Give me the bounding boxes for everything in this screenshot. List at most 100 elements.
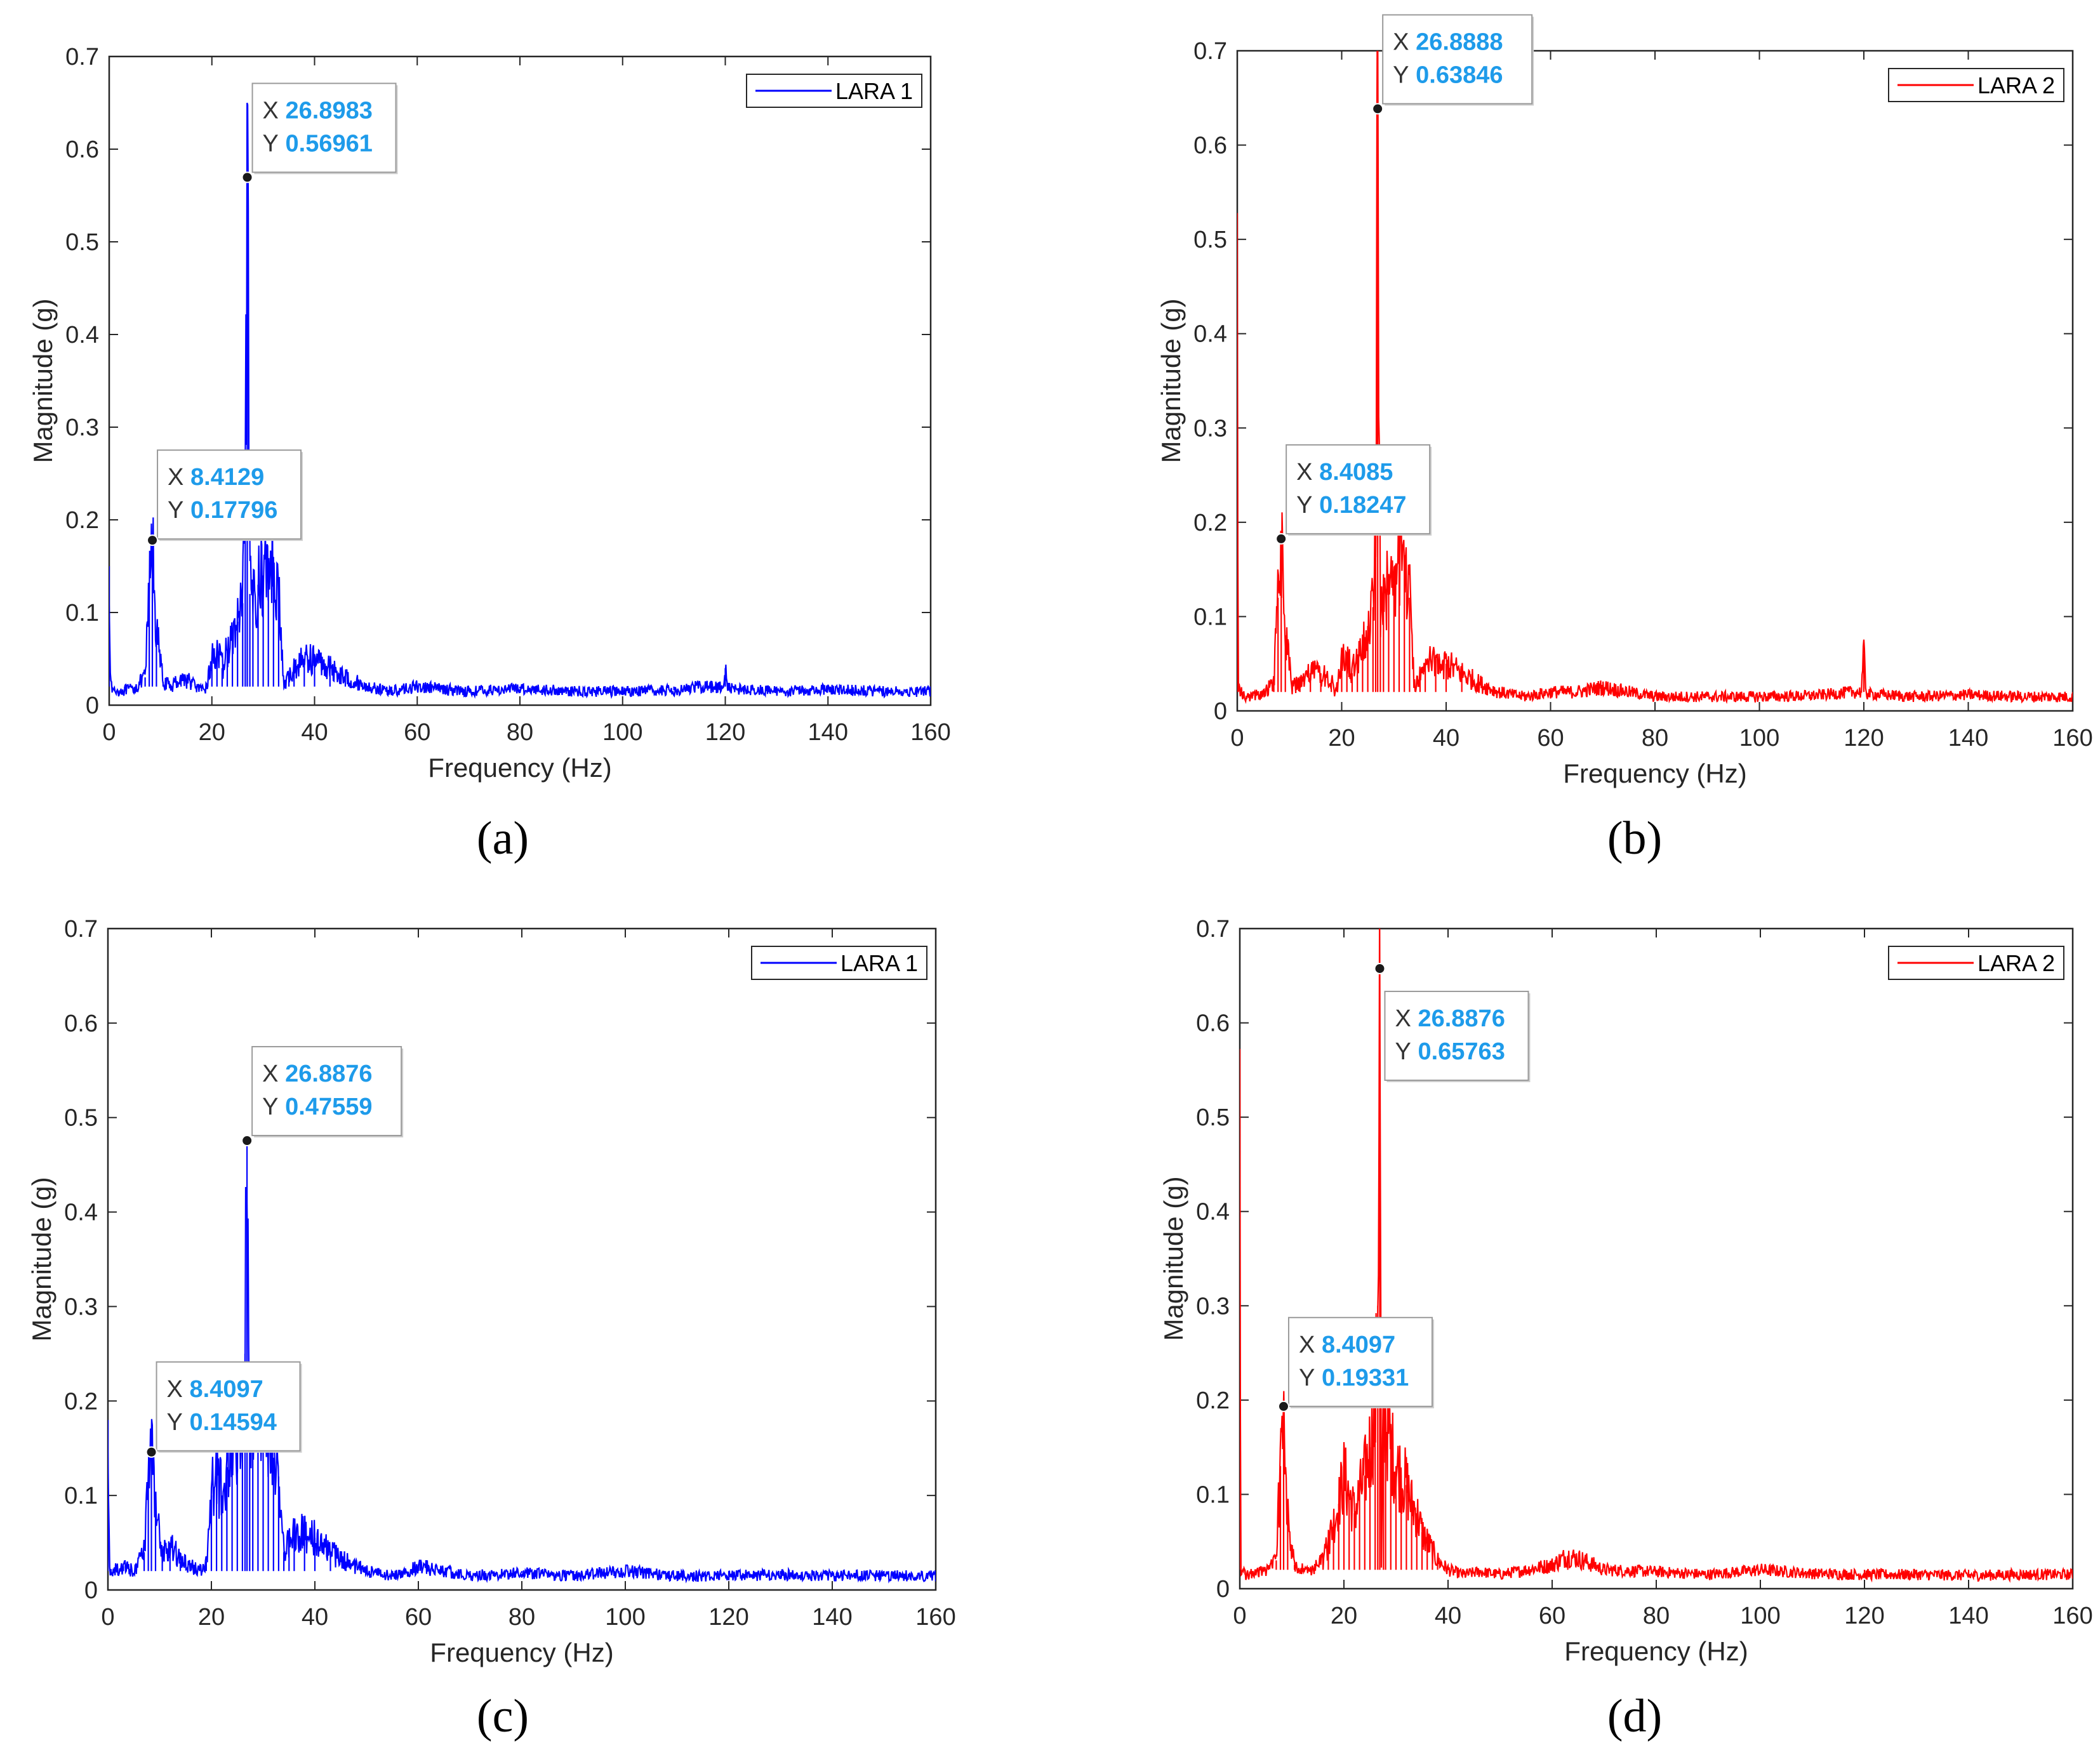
datatip-y-key: Y xyxy=(1393,62,1409,88)
datatip-y-key: Y xyxy=(167,1409,183,1436)
datatip-box xyxy=(1382,14,1533,105)
y-axis-label: Magnitude (g) xyxy=(1159,1176,1188,1341)
datatip-box xyxy=(1384,990,1529,1081)
datatip-x-key: X xyxy=(1395,1005,1411,1032)
datatip-x-value: 8.4085 xyxy=(1319,459,1393,486)
x-tick-label: 60 xyxy=(405,1604,432,1631)
datatip-x-key: X xyxy=(1296,459,1312,486)
x-tick-label: 60 xyxy=(404,719,430,746)
datatip-y-value: 0.18247 xyxy=(1319,492,1406,519)
datatip-x-key: X xyxy=(263,97,279,124)
series-line-lara-2 xyxy=(1240,929,2073,1583)
y-tick-label: 0.1 xyxy=(65,600,99,626)
y-tick-label: 0.1 xyxy=(1196,1481,1230,1508)
x-tick-label: 100 xyxy=(605,1604,645,1631)
x-tick-label: 120 xyxy=(705,719,745,746)
datatip-y-value: 0.14594 xyxy=(190,1409,277,1436)
y-tick-label: 0.6 xyxy=(1196,1010,1230,1037)
legend-label: LARA 1 xyxy=(841,950,918,976)
legend: LARA 1 xyxy=(746,74,922,108)
legend: LARA 2 xyxy=(1888,946,2064,980)
y-tick-label: 0.7 xyxy=(65,44,99,70)
x-tick-label: 0 xyxy=(1230,725,1244,752)
datatip-x-key: X xyxy=(1299,1332,1315,1358)
y-tick-label: 0.6 xyxy=(64,1010,98,1037)
datatip-box xyxy=(251,1046,402,1137)
datatip: X 8.4097 Y 0.14594 xyxy=(145,1361,302,1458)
datatip-marker xyxy=(1277,1400,1289,1412)
y-tick-label: 0.4 xyxy=(1193,321,1227,348)
plot-area xyxy=(1236,50,2074,712)
panel-label-d: (d) xyxy=(1607,1690,1662,1742)
y-tick-label: 0.7 xyxy=(1196,916,1230,943)
datatip-box xyxy=(157,449,302,540)
y-tick-label: 0.5 xyxy=(1196,1104,1230,1131)
datatip: X 8.4097 Y 0.19331 xyxy=(1277,1316,1434,1412)
datatip-y-value: 0.63846 xyxy=(1416,62,1503,88)
datatip-x-value: 26.8876 xyxy=(285,1061,372,1087)
y-tick-label: 0.2 xyxy=(1196,1387,1230,1414)
datatip: X 8.4129 Y 0.17796 xyxy=(147,449,303,546)
datatip-y-key: Y xyxy=(1296,492,1312,519)
panel-label-b: (b) xyxy=(1607,812,1662,864)
datatip: X 26.8876 Y 0.65763 xyxy=(1374,962,1531,1082)
y-tick-label: 0.3 xyxy=(65,414,99,441)
y-tick-label: 0.5 xyxy=(1193,227,1227,253)
y-tick-label: 0.1 xyxy=(64,1483,98,1509)
x-tick-label: 120 xyxy=(1844,1603,1884,1629)
chart-panel-a: 0 20 40 60 80 100 120 140 160 0 0.1 0.2 0.3 0.4 0.5 0.6… xyxy=(28,44,951,783)
y-tick-label: 0.4 xyxy=(1196,1199,1230,1226)
y-tick-label: 0.6 xyxy=(65,136,99,163)
datatip-y-value: 0.65763 xyxy=(1418,1038,1505,1065)
x-tick-label: 160 xyxy=(2052,1603,2092,1629)
x-tick-label: 40 xyxy=(1435,1603,1461,1629)
x-tick-label: 140 xyxy=(812,1604,852,1631)
y-tick-label: 0.1 xyxy=(1193,604,1227,630)
x-tick-label: 140 xyxy=(1948,725,1988,752)
plot-area xyxy=(108,55,932,706)
y-tick-label: 0.3 xyxy=(64,1294,98,1320)
datatip-x-value: 8.4129 xyxy=(190,464,264,491)
datatip-y-key: Y xyxy=(168,497,183,524)
x-axis-label: Frequency (Hz) xyxy=(1564,1636,1748,1666)
x-tick-label: 160 xyxy=(2052,725,2092,752)
datatip-x-key: X xyxy=(167,1376,183,1403)
datatip-y-value: 0.17796 xyxy=(190,497,277,524)
y-tick-label: 0.5 xyxy=(64,1105,98,1132)
x-tick-label: 40 xyxy=(301,719,328,746)
x-tick-label: 100 xyxy=(1740,1603,1780,1629)
y-tick-label: 0 xyxy=(1214,698,1227,725)
datatip-box xyxy=(1286,444,1431,534)
chart-panel-c: 0 20 40 60 80 100 120 140 160 0 0.1 0.2 0.3 0.4 0.5 0.6… xyxy=(27,916,956,1667)
panel-label-c: (c) xyxy=(477,1690,529,1742)
x-tick-label: 0 xyxy=(101,1604,114,1631)
x-tick-label: 160 xyxy=(910,719,950,746)
x-tick-label: 0 xyxy=(102,719,116,746)
datatip-y-key: Y xyxy=(1299,1365,1315,1391)
x-tick-label: 160 xyxy=(915,1604,955,1631)
y-tick-label: 0.4 xyxy=(64,1200,98,1226)
x-tick-label: 80 xyxy=(507,719,533,746)
x-tick-label: 20 xyxy=(1328,725,1355,752)
x-axis-label: Frequency (Hz) xyxy=(1563,758,1746,788)
datatip-box xyxy=(1287,1316,1433,1407)
datatip-y-key: Y xyxy=(262,1094,278,1120)
legend-label: LARA 2 xyxy=(1977,950,2055,976)
y-tick-label: 0 xyxy=(86,692,99,719)
x-tick-label: 40 xyxy=(1433,725,1459,752)
datatip-x-value: 8.4097 xyxy=(190,1376,263,1403)
datatip-x-value: 26.8983 xyxy=(286,97,373,124)
y-tick-label: 0.7 xyxy=(64,916,98,943)
x-tick-label: 80 xyxy=(1642,725,1668,752)
datatip-x-value: 8.4097 xyxy=(1322,1332,1395,1358)
y-tick-label: 0.4 xyxy=(65,322,99,348)
x-tick-label: 20 xyxy=(1331,1603,1357,1629)
x-tick-label: 120 xyxy=(708,1604,748,1631)
datatip-x-key: X xyxy=(168,464,183,491)
datatip-marker xyxy=(1372,103,1384,115)
y-tick-label: 0.2 xyxy=(64,1388,98,1415)
x-tick-label: 20 xyxy=(198,1604,225,1631)
datatip: X 26.8888 Y 0.63846 xyxy=(1372,14,1534,115)
datatip: X 8.4085 Y 0.18247 xyxy=(1275,444,1432,545)
